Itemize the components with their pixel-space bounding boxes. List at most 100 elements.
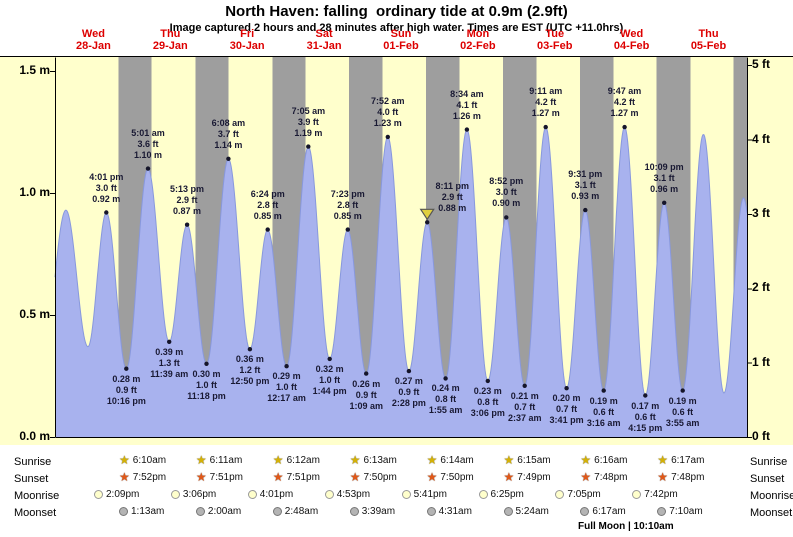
low-tide-annotation: 0.19 m 0.6 ft 3:55 am bbox=[666, 396, 700, 429]
event-time: 7:42pm bbox=[644, 489, 678, 500]
low-tide-dot bbox=[601, 388, 606, 393]
high-tide-dot bbox=[265, 227, 270, 232]
annotation-line: 5:13 pm bbox=[170, 183, 205, 194]
sunset-entry: ★ 7:50pm bbox=[426, 470, 474, 484]
annotation-line: 3.9 ft bbox=[297, 116, 319, 127]
high-tide-annotation: 7:05 am 3.9 ft 1.19 m bbox=[292, 106, 326, 139]
annotation-line: 0.96 m bbox=[650, 183, 679, 194]
annotation-line: 0.20 m bbox=[552, 393, 581, 404]
day-date: 31-Jan bbox=[306, 40, 342, 52]
annotation-line: 1.0 ft bbox=[196, 379, 218, 390]
annotation-line: 0.6 ft bbox=[634, 411, 656, 422]
event-time: 6:17am bbox=[671, 455, 705, 466]
low-tide-annotation: 0.24 m 0.8 ft 1:55 am bbox=[429, 383, 463, 416]
sunset-star-icon: ★ bbox=[580, 470, 592, 484]
event-time: 7:50pm bbox=[440, 472, 474, 483]
low-tide-dot bbox=[643, 393, 648, 398]
right-axis-label: 2 ft bbox=[752, 280, 770, 295]
annotation-line: 0.39 m bbox=[155, 346, 184, 357]
moonrise-entry: 3:06pm bbox=[170, 489, 216, 500]
day-name: Mon bbox=[466, 28, 490, 40]
high-tide-annotation: 9:31 pm 3.1 ft 0.93 m bbox=[568, 169, 602, 202]
annotation-line: 1.14 m bbox=[214, 139, 243, 150]
high-tide-annotation: 6:24 pm 2.8 ft 0.85 m bbox=[251, 189, 285, 222]
annotation-line: 1:09 am bbox=[349, 400, 383, 411]
low-tide-annotation: 0.21 m 0.7 ft 2:37 am bbox=[508, 391, 542, 424]
moonset-circle-icon bbox=[119, 507, 128, 516]
annotation-line: 0.7 ft bbox=[556, 404, 578, 415]
annotation-line: 0.17 m bbox=[631, 400, 660, 411]
moonset-circle-icon bbox=[657, 507, 667, 516]
day-name: Tue bbox=[545, 28, 565, 40]
moonset-entry: 7:10am bbox=[657, 506, 703, 517]
moonset-circle-icon bbox=[426, 507, 436, 516]
sunrise-entry: ★ 6:13am bbox=[350, 454, 397, 466]
high-tide-annotation: 6:08 am 3.7 ft 1.14 m bbox=[212, 118, 246, 151]
sunset-entry: ★ 7:48pm bbox=[580, 470, 627, 484]
annotation-line: 0.36 m bbox=[235, 354, 264, 365]
sunset-star-icon: ★ bbox=[503, 470, 515, 484]
low-tide-annotation: 0.30 m 1.0 ft 11:18 pm bbox=[187, 369, 226, 402]
day-date: 30-Jan bbox=[229, 40, 265, 52]
annotation-line: 4:01 pm bbox=[89, 171, 124, 182]
annotation-line: 4:15 pm bbox=[628, 422, 663, 433]
annotation-line: 12:50 pm bbox=[230, 376, 270, 387]
event-time: 1:13am bbox=[131, 506, 165, 517]
moonset-circle-icon bbox=[272, 507, 282, 516]
row-label-moonrise-right: Moonrise bbox=[750, 490, 793, 502]
moonset-entry: 4:31am bbox=[426, 506, 472, 517]
annotation-line: 4.1 ft bbox=[456, 99, 478, 110]
sunset-entry: ★ 7:51pm bbox=[196, 471, 243, 483]
high-tide-annotation: 8:52 pm 3.0 ft 0.90 m bbox=[489, 176, 523, 209]
moonset-entry: 2:00am bbox=[195, 506, 241, 517]
annotation-line: 7:23 pm bbox=[330, 188, 365, 199]
event-time: 7:52pm bbox=[132, 472, 167, 483]
sunrise-star-icon: ★ bbox=[426, 453, 438, 467]
annotation-line: 0.19 m bbox=[589, 395, 618, 406]
moonrise-entry: 7:05pm bbox=[555, 489, 601, 500]
annotation-line: 0.93 m bbox=[571, 191, 600, 202]
annotation-line: 0.7 ft bbox=[514, 401, 536, 412]
annotation-line: 12:17 am bbox=[267, 393, 306, 404]
moonset-entry: 6:17am bbox=[580, 506, 626, 517]
annotation-line: 3.7 ft bbox=[217, 128, 239, 139]
day-label: Mon 02-Feb bbox=[460, 28, 495, 52]
event-time: 2:09pm bbox=[106, 489, 140, 500]
high-tide-dot bbox=[425, 220, 430, 225]
event-time: 7:49pm bbox=[517, 472, 551, 483]
moonset-entry: 3:39am bbox=[349, 506, 395, 517]
annotation-line: 1.2 ft bbox=[239, 365, 261, 376]
low-tide-dot bbox=[364, 371, 369, 376]
annotation-line: 3.0 ft bbox=[95, 182, 117, 193]
annotation-line: 0.8 ft bbox=[477, 396, 499, 407]
right-axis-label: 3 ft bbox=[752, 205, 770, 220]
event-time: 6:14am bbox=[440, 455, 474, 466]
right-axis-label: 4 ft bbox=[752, 131, 770, 146]
low-tide-dot bbox=[680, 388, 685, 393]
annotation-line: 3.0 ft bbox=[495, 187, 517, 198]
annotation-line: 1.19 m bbox=[294, 127, 323, 138]
low-tide-dot bbox=[485, 378, 490, 384]
annotation-line: 1.3 ft bbox=[158, 357, 180, 368]
full-moon-label: Full Moon | 10:10am bbox=[578, 521, 674, 532]
event-time: 6:11am bbox=[209, 455, 243, 466]
annotation-line: 8:34 am bbox=[450, 88, 484, 99]
annotation-line: 10:09 pm bbox=[644, 161, 684, 172]
day-label: Thu 05-Feb bbox=[691, 28, 726, 52]
moonrise-circle-icon bbox=[247, 490, 257, 499]
event-time: 4:53pm bbox=[336, 489, 371, 500]
annotation-line: 1.26 m bbox=[452, 110, 481, 121]
high-tide-annotation: 7:52 am 4.0 ft 1.23 m bbox=[371, 96, 405, 129]
low-tide-dot bbox=[406, 368, 412, 374]
left-axis-label: 1.0 m bbox=[19, 185, 50, 199]
high-tide-annotation: 5:01 am 3.6 ft 1.10 m bbox=[131, 128, 165, 161]
sunset-star-icon: ★ bbox=[119, 470, 130, 484]
low-tide-dot bbox=[204, 361, 209, 366]
high-tide-dot bbox=[622, 124, 627, 130]
moonrise-circle-icon bbox=[94, 490, 103, 499]
row-label-sunrise-left: Sunrise bbox=[14, 456, 52, 468]
sunset-star-icon: ★ bbox=[426, 470, 438, 484]
event-time: 6:15am bbox=[517, 455, 551, 466]
high-tide-dot bbox=[583, 207, 588, 213]
low-tide-annotation: 0.39 m 1.3 ft 11:39 am bbox=[150, 347, 188, 380]
